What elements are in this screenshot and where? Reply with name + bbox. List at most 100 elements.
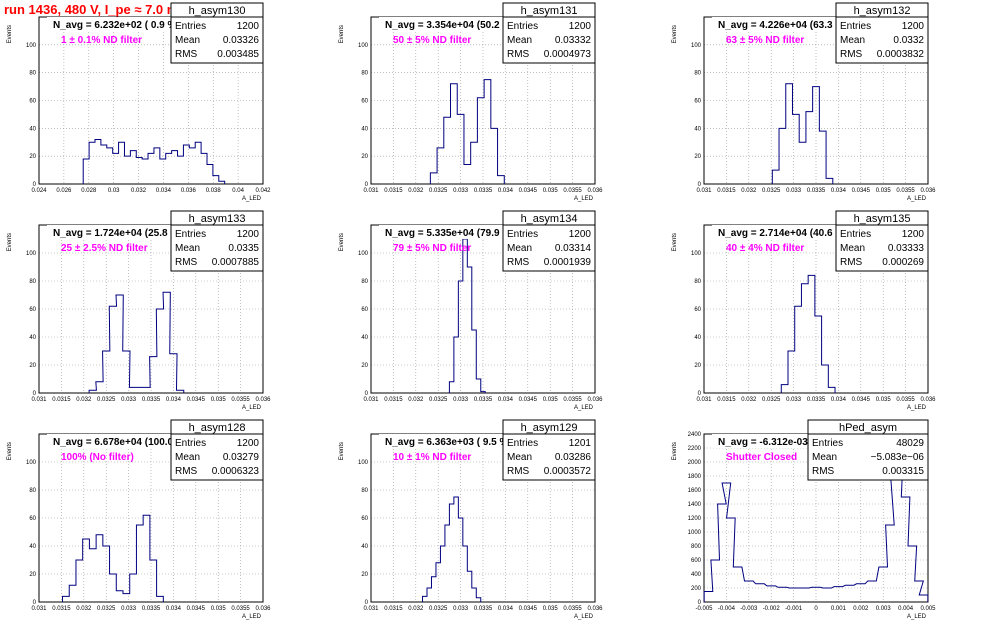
x-tick-label: 0.031: [363, 397, 379, 403]
x-axis-label: A_LED: [907, 614, 927, 620]
stats-key: Entries: [175, 21, 206, 32]
histogram-bar: [795, 306, 802, 393]
histogram-bar: [207, 165, 213, 184]
histogram-bar: [96, 535, 103, 602]
y-tick-label: 20: [694, 154, 701, 160]
stats-value: 0.03326: [223, 35, 260, 46]
stats-value: 0.0001939: [544, 257, 592, 268]
histogram-bar: [172, 151, 178, 184]
stats-value: 1200: [902, 229, 925, 240]
x-tick-label: 0.031: [31, 397, 47, 403]
x-tick-label: -0.004: [718, 606, 736, 612]
x-tick-label: 0.0315: [384, 188, 403, 194]
filter-annotation: 50 ± 5% ND filter: [393, 35, 471, 46]
histogram-bar: [89, 142, 95, 184]
x-tick-label: -0.002: [763, 606, 781, 612]
x-tick-label: 0.035: [211, 606, 227, 612]
x-tick-label: 0.034: [498, 397, 514, 403]
y-tick-label: 2200: [688, 446, 702, 452]
x-tick-label: 0.035: [876, 188, 892, 194]
stats-key: RMS: [507, 49, 530, 60]
stats-box: [170, 16, 264, 64]
x-tick-label: 0.034: [831, 188, 847, 194]
y-tick-label: 40: [29, 126, 36, 132]
y-tick-label: 60: [29, 516, 36, 522]
stats-title: h_asym131: [521, 5, 578, 17]
histogram-bar: [704, 592, 713, 603]
filter-annotation: 1 ± 0.1% ND filter: [61, 35, 142, 46]
histogram-bar: [116, 591, 123, 602]
stats-box: [502, 224, 596, 272]
x-tick-label: 0.035: [211, 397, 227, 403]
histogram-bar: [454, 337, 458, 393]
navg-label: N_avg = 3.354e+04 (50.2 %): [385, 20, 515, 31]
stats-key: Mean: [175, 452, 200, 463]
histogram-bar: [130, 574, 137, 602]
histogram-bar: [449, 504, 453, 602]
y-tick-label: 80: [694, 279, 701, 285]
histogram-bar: [163, 292, 170, 393]
y-tick-label: 1000: [688, 530, 702, 536]
x-tick-label: 0.004: [898, 606, 914, 612]
y-tick-label: 80: [361, 488, 368, 494]
x-tick-label: 0.0355: [563, 188, 582, 194]
x-tick-label: 0.0345: [519, 606, 538, 612]
x-tick-label: 0.035: [876, 397, 892, 403]
x-tick-label: 0.0335: [474, 397, 493, 403]
x-tick-label: 0.0315: [717, 397, 736, 403]
histogram-outline: [88, 291, 185, 393]
histogram-bar: [430, 173, 437, 184]
stats-key: Mean: [840, 243, 865, 254]
stats-key: Entries: [507, 229, 538, 240]
stats-title: h_asym135: [854, 213, 911, 225]
y-tick-label: 0: [365, 600, 369, 606]
histogram-bar: [427, 588, 431, 602]
stats-box: [807, 433, 929, 481]
stats-key: RMS: [507, 257, 530, 268]
y-tick-label: 0: [698, 182, 702, 188]
x-tick-label: 0.03: [108, 188, 120, 194]
x-tick-label: 0.032: [76, 606, 92, 612]
x-axis-label: A_LED: [907, 405, 927, 411]
histogram-bar: [156, 309, 163, 393]
x-tick-label: 0.032: [741, 188, 757, 194]
y-axis-label: Events: [339, 233, 345, 251]
histogram-bar: [213, 176, 219, 184]
histogram-bar: [808, 275, 815, 393]
histogram-bar: [868, 581, 877, 602]
x-tick-label: 0.0345: [519, 188, 538, 194]
x-tick-label: 0.0325: [429, 188, 448, 194]
stats-value: 48029: [896, 438, 924, 449]
y-tick-label: 0: [33, 600, 37, 606]
filter-annotation: 63 ± 5% ND filter: [726, 35, 804, 46]
stats-box: [835, 16, 929, 64]
y-tick-label: 20: [361, 154, 368, 160]
x-tick-label: 0.036: [920, 188, 936, 194]
y-tick-label: 1800: [688, 474, 702, 480]
y-tick-label: 100: [691, 251, 702, 257]
histogram-bar: [786, 84, 793, 184]
x-tick-label: 0.0345: [852, 188, 871, 194]
x-tick-label: 0.0345: [187, 397, 206, 403]
stats-title: h_asym134: [521, 213, 578, 225]
x-tick-label: 0.031: [696, 188, 712, 194]
histogram-bar: [472, 330, 476, 393]
histogram-bar: [463, 239, 467, 393]
filter-annotation: 40 ± 4% ND filter: [726, 243, 804, 254]
stats-value: 1200: [569, 229, 592, 240]
histogram-bar: [96, 382, 103, 393]
stats-title: h_asym130: [189, 5, 246, 17]
stats-value: −5.083e−06: [871, 452, 925, 463]
x-tick-label: 0.033: [786, 188, 802, 194]
histogram-bar: [828, 387, 835, 393]
stats-value: 1200: [237, 229, 260, 240]
histogram-bar: [89, 549, 96, 602]
histogram-bar: [109, 306, 116, 393]
histogram-bar: [476, 598, 480, 602]
x-tick-label: 0.036: [255, 397, 271, 403]
y-tick-label: 60: [694, 307, 701, 313]
x-axis-label: A_LED: [574, 196, 594, 202]
x-tick-label: -0.003: [740, 606, 758, 612]
histogram-bar: [756, 584, 765, 602]
y-tick-label: 20: [29, 572, 36, 578]
